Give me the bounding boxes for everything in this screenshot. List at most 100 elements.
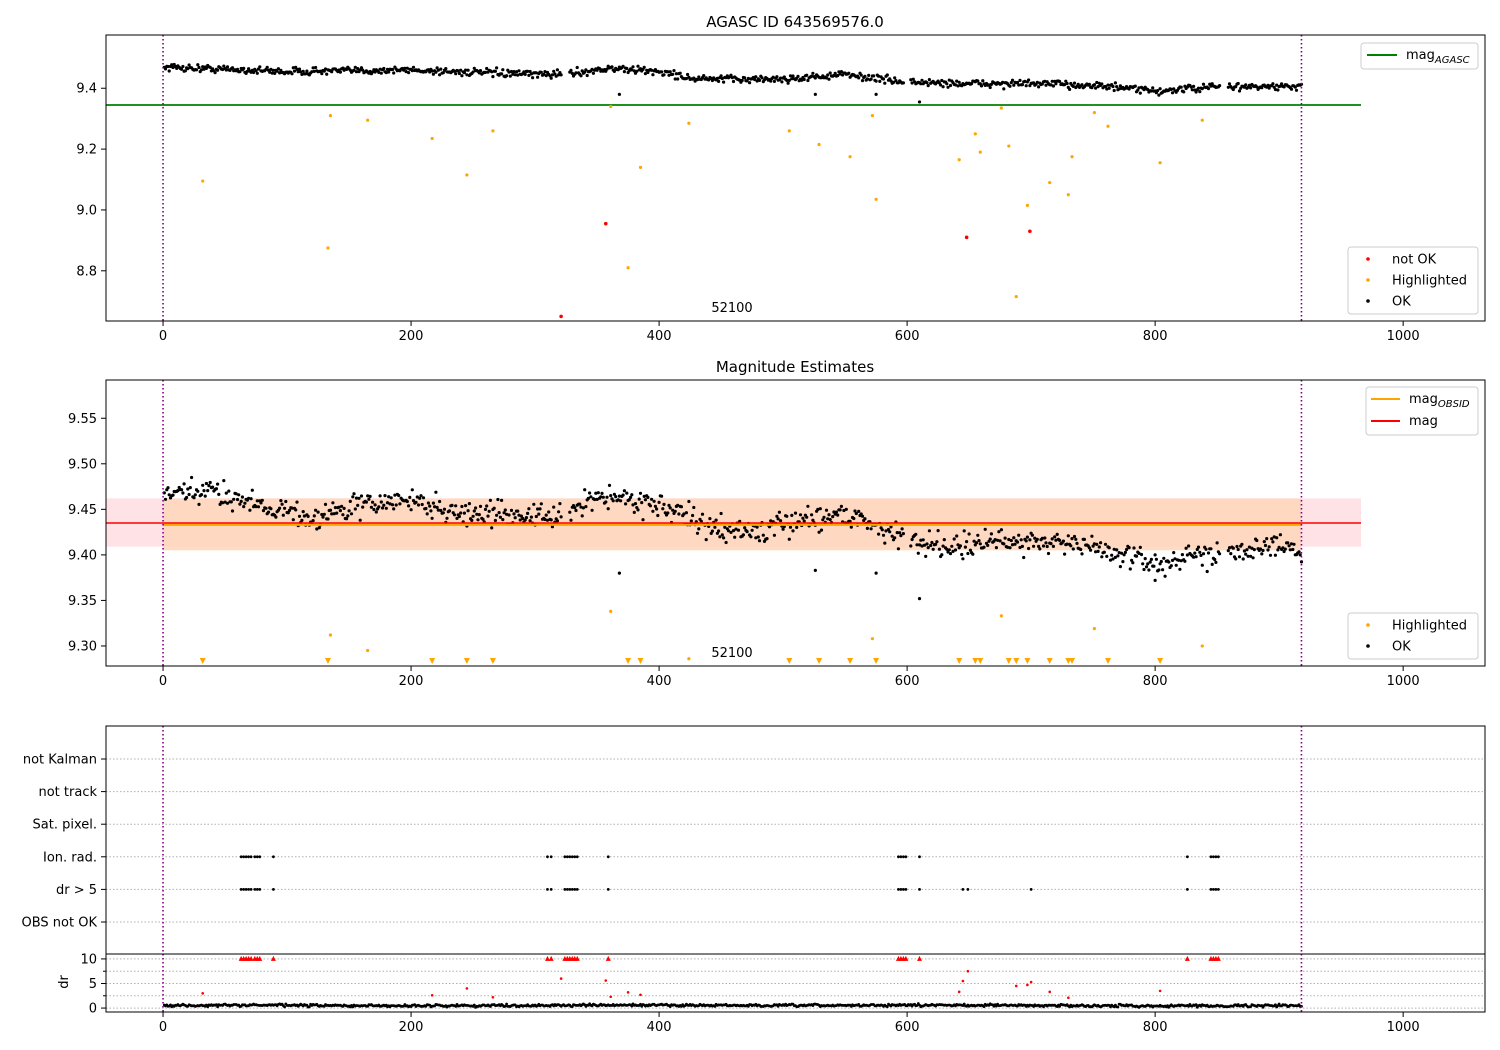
ok-point xyxy=(1024,539,1028,543)
ok-point xyxy=(771,75,775,79)
ok-point xyxy=(877,74,881,78)
ok-point xyxy=(167,69,171,73)
ok-point xyxy=(733,535,737,539)
ok-point xyxy=(1022,555,1026,560)
dr-ok-point xyxy=(472,1003,476,1007)
ok-point xyxy=(382,66,386,71)
highlighted-point xyxy=(328,114,333,118)
dr-clipped-marker xyxy=(548,955,554,961)
ok-point xyxy=(199,493,204,497)
ok-point xyxy=(430,69,434,73)
flag-point xyxy=(1214,888,1218,891)
ok-point xyxy=(699,519,703,523)
dr-ok-point xyxy=(503,1004,507,1008)
ok-point xyxy=(224,68,228,72)
ok-point xyxy=(779,519,783,523)
ok-point xyxy=(286,511,290,515)
ok-point xyxy=(1201,552,1206,556)
ok-point xyxy=(1187,544,1191,548)
dr-high-point xyxy=(1014,984,1018,988)
ok-point xyxy=(1149,557,1153,562)
ok-point xyxy=(1200,563,1204,567)
ok-point xyxy=(584,68,588,72)
ok-point xyxy=(1265,537,1269,541)
ok-point xyxy=(368,494,372,498)
ok-point xyxy=(181,491,185,495)
ok-point xyxy=(1007,537,1011,542)
ok-point xyxy=(534,71,538,75)
flag-point xyxy=(239,855,243,859)
flag-point xyxy=(1216,888,1220,891)
ok-point xyxy=(1209,547,1213,551)
flag-point xyxy=(1209,855,1213,859)
ok-point xyxy=(1103,84,1108,89)
ok-point xyxy=(901,81,906,85)
ok-point xyxy=(275,69,279,73)
ok-point xyxy=(970,82,974,86)
highlighted-point xyxy=(626,266,630,270)
ok-point xyxy=(1146,87,1150,92)
flag-point xyxy=(573,855,577,859)
ok-point xyxy=(224,491,228,495)
ok-point xyxy=(1231,87,1235,92)
ok-point xyxy=(741,533,746,537)
ok-point xyxy=(1229,552,1233,556)
ok-point xyxy=(765,537,769,541)
ok-point xyxy=(187,63,191,67)
ok-point xyxy=(589,495,593,499)
ok-point xyxy=(676,77,680,81)
ok-point xyxy=(1262,540,1266,544)
ok-point xyxy=(998,539,1002,543)
ok-point xyxy=(813,568,817,572)
ok-point xyxy=(678,71,682,75)
ok-point xyxy=(371,500,375,504)
clipped-highlighted-marker xyxy=(429,658,436,664)
ok-point xyxy=(382,503,386,507)
ok-point xyxy=(470,518,474,523)
ok-point xyxy=(1275,83,1279,87)
ok-point xyxy=(512,512,516,516)
ok-point xyxy=(529,515,534,519)
ok-point xyxy=(311,519,315,523)
ok-point xyxy=(514,70,519,74)
ok-point xyxy=(1214,560,1218,565)
ok-point xyxy=(1020,544,1024,549)
ok-point xyxy=(1177,558,1181,562)
ok-point xyxy=(785,78,789,82)
ok-point xyxy=(464,504,468,508)
ok-point xyxy=(1127,87,1131,91)
ok-point xyxy=(821,518,825,522)
ok-point xyxy=(1065,81,1069,86)
dr-clipped-marker xyxy=(544,955,550,961)
ok-point xyxy=(1273,553,1277,557)
flag-category-label: Ion. rad. xyxy=(43,850,97,865)
ok-point xyxy=(250,488,254,492)
ok-point xyxy=(966,551,970,556)
ok-point xyxy=(227,489,231,493)
ok-point xyxy=(405,499,409,504)
ok-point xyxy=(444,67,448,71)
ok-point xyxy=(201,483,205,487)
ok-point xyxy=(430,516,434,520)
flag-point xyxy=(568,888,572,891)
ok-point xyxy=(409,508,413,512)
highlighted-point xyxy=(874,197,878,201)
ok-point xyxy=(1110,553,1114,557)
ok-point xyxy=(1298,553,1302,557)
ok-point xyxy=(909,544,913,548)
ok-point xyxy=(543,70,547,74)
ok-point xyxy=(586,496,591,500)
ok-point xyxy=(637,497,641,501)
ok-point xyxy=(405,66,409,70)
ok-point xyxy=(1096,549,1100,554)
highlighted-point xyxy=(609,104,613,109)
ok-point xyxy=(726,529,731,533)
ok-point xyxy=(349,512,354,516)
ok-point xyxy=(180,67,184,71)
ok-point xyxy=(197,502,201,506)
ok-point xyxy=(988,537,992,541)
ok-point xyxy=(182,482,186,486)
ok-point xyxy=(1206,87,1211,91)
ok-point xyxy=(1237,555,1242,559)
ok-point xyxy=(1108,558,1113,562)
